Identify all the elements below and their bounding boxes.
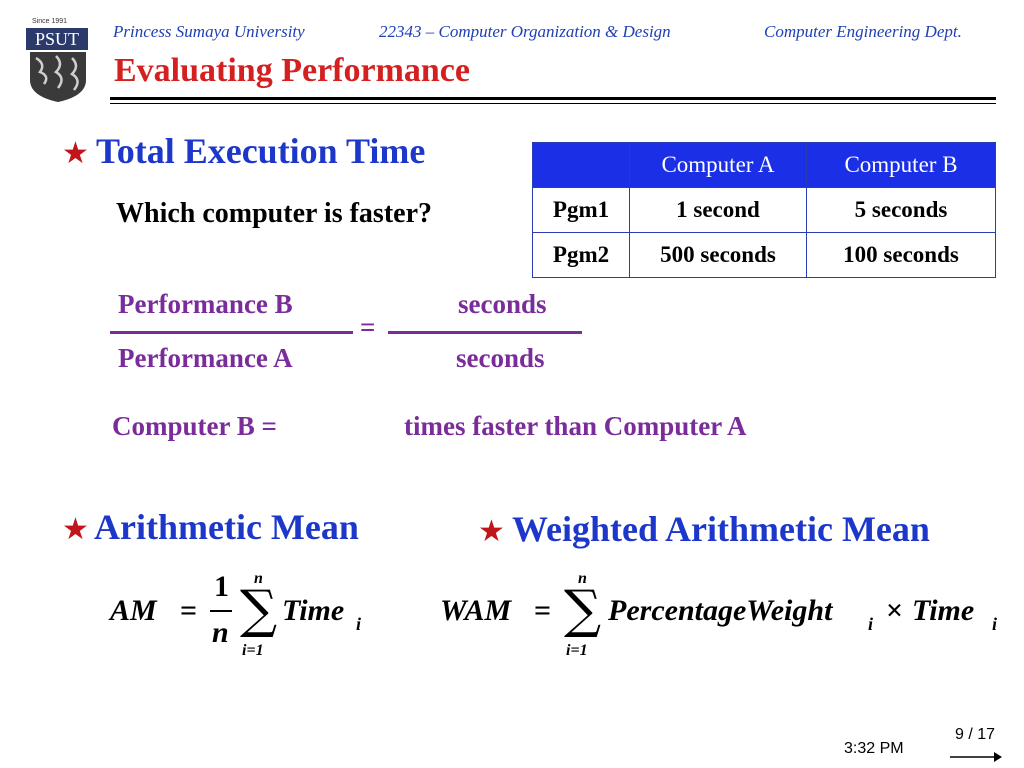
slide-title: Evaluating Performance — [114, 52, 470, 89]
bullet-total-execution-time: Total Execution Time — [96, 131, 426, 171]
wam-term2-sub: i — [992, 614, 998, 634]
table-cell: 5 seconds — [806, 187, 996, 233]
table-cell: 1 second — [629, 187, 807, 233]
table-header-cell: Computer A — [629, 142, 807, 188]
logo-emblem-icon — [30, 52, 86, 102]
am-frac-numerator: 1 — [214, 570, 229, 603]
wam-term1: PercentageWeight — [608, 594, 833, 627]
am-lhs: AM — [110, 594, 157, 627]
wam-term1-sub: i — [868, 614, 874, 634]
title-divider — [110, 97, 996, 100]
table-cell: 500 seconds — [629, 232, 807, 278]
am-formula: AM = 1 n n ∑ i=1 Time i — [110, 566, 410, 666]
wam-times: × — [886, 594, 904, 627]
ratio-numerator-right: seconds — [458, 289, 547, 319]
ratio-fraction-line-left — [110, 331, 353, 334]
header-department: Computer Engineering Dept. — [764, 22, 962, 41]
title-divider-thin — [110, 103, 996, 104]
am-equals: = — [180, 594, 198, 627]
wam-sum-lower: i=1 — [566, 642, 588, 659]
question-text: Which computer is faster? — [116, 198, 432, 229]
execution-time-table: Computer A Computer B Pgm1 1 second 5 se… — [532, 142, 996, 278]
wam-formula: WAM = n ∑ i=1 PercentageWeight i × Time … — [440, 566, 1010, 666]
psut-logo: Since 1991 PSUT — [26, 18, 90, 102]
table-header-row: Computer A Computer B — [532, 142, 996, 188]
bullet-weighted-arithmetic-mean: Weighted Arithmetic Mean — [512, 509, 930, 549]
footer-time: 3:32 PM — [844, 740, 904, 757]
table-cell: 100 seconds — [806, 232, 996, 278]
star-bullet-icon: ★ — [478, 515, 505, 548]
table-cell: Pgm1 — [532, 187, 630, 233]
star-bullet-icon: ★ — [62, 137, 89, 170]
ratio-numerator-left: Performance B — [118, 289, 293, 319]
logo-since-text: Since 1991 — [32, 18, 68, 25]
sigma-icon: ∑ — [240, 580, 278, 640]
ratio-denominator-right: seconds — [456, 343, 545, 373]
table-header-cell — [532, 142, 630, 188]
wam-equals: = — [534, 594, 552, 627]
ratio-equals: = — [360, 312, 376, 342]
conclusion-left: Computer B = — [112, 411, 277, 441]
conclusion-right: times faster than Computer A — [404, 411, 747, 441]
star-bullet-icon: ★ — [62, 513, 89, 546]
am-sum-upper: n — [254, 570, 263, 587]
table-cell: Pgm2 — [532, 232, 630, 278]
wam-term2: Time — [912, 594, 975, 627]
am-term: Time — [282, 594, 345, 627]
wam-lhs: WAM — [440, 594, 512, 627]
header-university: Princess Sumaya University — [113, 22, 305, 41]
am-sum-lower: i=1 — [242, 642, 264, 659]
table-row: Pgm2 500 seconds 100 seconds — [532, 232, 996, 278]
ratio-denominator-left: Performance A — [118, 343, 293, 373]
bullet-arithmetic-mean: Arithmetic Mean — [94, 507, 359, 547]
header-course: 22343 – Computer Organization & Design — [379, 22, 671, 41]
am-term-sub: i — [356, 614, 362, 634]
am-frac-denominator: n — [212, 616, 229, 649]
wam-sum-upper: n — [578, 570, 587, 587]
am-frac-line — [210, 610, 232, 612]
sigma-icon: ∑ — [564, 580, 602, 640]
table-row: Pgm1 1 second 5 seconds — [532, 187, 996, 233]
page-number: 9 / 17 — [955, 726, 996, 743]
table-header-cell: Computer B — [806, 142, 996, 188]
next-arrow-icon[interactable] — [950, 750, 1002, 764]
ratio-fraction-line-right — [388, 331, 582, 334]
logo-text: PSUT — [26, 28, 88, 50]
